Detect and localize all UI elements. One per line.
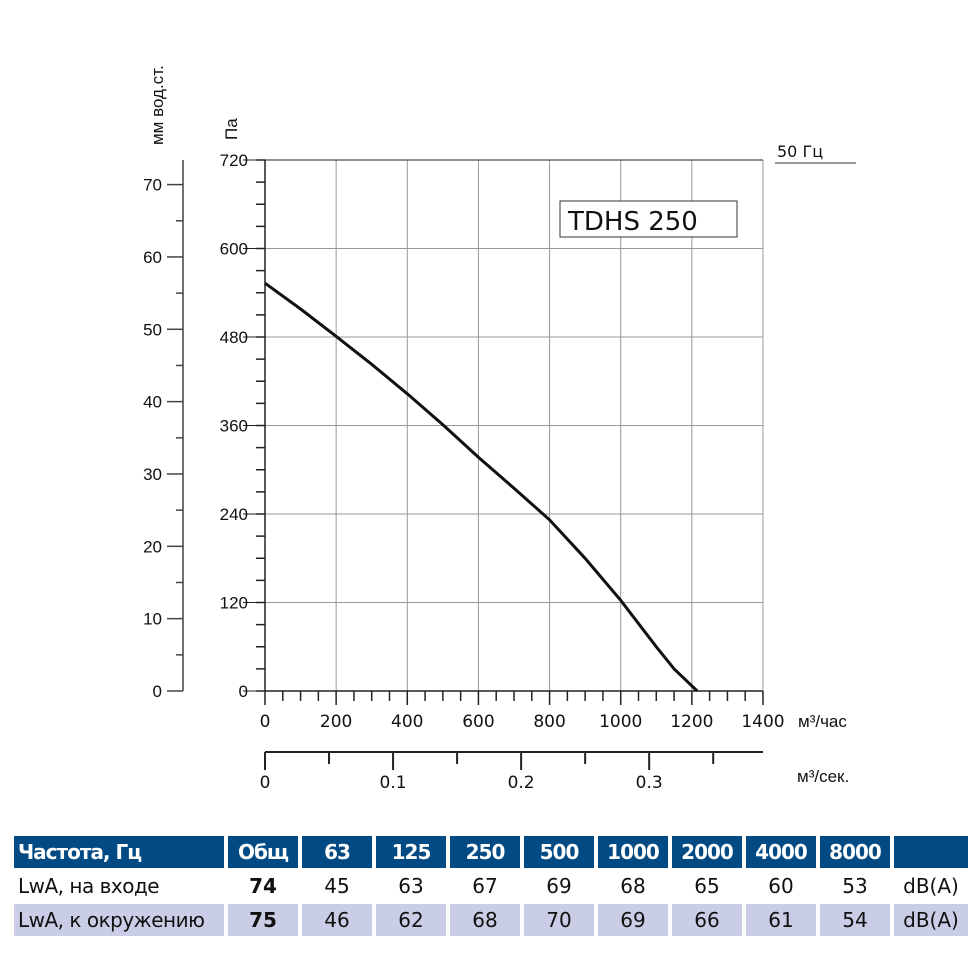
value-cell: 70 [524,904,594,936]
y-tick-label: 360 [220,417,248,436]
row-label: LwA, к окружению [14,904,224,936]
value-cell: 69 [598,904,668,936]
value-cell: 68 [450,904,520,936]
y-tick-label: 720 [220,151,248,170]
header-cell: 125 [376,836,446,868]
y2-tick-label: 30 [143,465,162,484]
y-tick-label: 120 [220,594,248,613]
value-cell: 46 [302,904,372,936]
x2-tick-label: 0 [260,773,271,793]
table-header: Частота, Гц Общ 63 125 250 500 1000 2000 4000 800… [14,836,968,868]
value-cell: 65 [694,874,720,898]
y-axis-label: Па [222,118,241,140]
y-tick-label: 600 [220,240,248,259]
y2-tick-label: 40 [143,393,162,412]
header-cell: 500 [524,836,594,868]
x-tick-label: 1200 [670,712,713,732]
y-tick-label: 0 [239,682,248,701]
total-cell: 74 [249,874,277,898]
y2-tick-label: 50 [143,320,162,339]
value-cell: 67 [472,874,498,898]
value-cell: 45 [324,874,350,898]
x-tick-label: 800 [533,712,565,732]
unit-cell: dB(A) [894,904,968,936]
header-cell: 1000 [598,836,668,868]
y-tick-label: 480 [220,328,248,347]
header-cell: 4000 [746,836,816,868]
series-line [264,281,699,693]
header-cell [894,836,968,868]
value-cell: 66 [672,904,742,936]
value-cell: 61 [746,904,816,936]
value-cell: 53 [842,874,868,898]
x-tick-label: 1000 [599,712,642,732]
y2-tick-label: 20 [143,537,162,556]
x2-tick-label: 0.3 [636,773,663,793]
header-cell: Частота, Гц [14,836,224,868]
grid [264,159,764,692]
total-cell: 75 [228,904,298,936]
x-tick-label: 200 [320,712,352,732]
x-tick-label: 0 [260,712,271,732]
title-box [559,200,738,238]
x-tick-label: 1400 [741,712,784,732]
x2-axis-label: м³/сек. [797,767,849,786]
header-cell: 250 [450,836,520,868]
unit-cell: dB(A) [903,874,959,898]
header-cell: 63 [302,836,372,868]
value-cell: 69 [546,874,572,898]
x-axis-label: м³/час [798,712,847,731]
y2-tick-label: 0 [153,682,162,701]
y2-tick-label: 10 [143,610,162,629]
frequency-annotation: 50 Гц [777,142,823,161]
header-cell: Общ [228,836,298,868]
x-tick-label: 600 [462,712,494,732]
x-tick-label: 400 [391,712,423,732]
header-cell: 8000 [820,836,890,868]
header-cell: 2000 [672,836,742,868]
x2-tick-label: 0.2 [508,773,535,793]
row-label: LwA, на входе [18,874,160,898]
value-cell: 60 [768,874,794,898]
sound-table: Частота, Гц Общ 63 125 250 500 1000 2000 4000 800… [10,834,972,938]
y2-tick-label: 70 [143,176,162,195]
y-tick-label: 240 [220,505,248,524]
x2-tick-label: 0.1 [380,773,407,793]
y2-axis-label: мм вод.ст. [148,65,167,145]
table-row: LwA, к окружению 75 46 62 68 70 69 66 61 54 dB(A) [14,904,968,936]
chart-title: TDHS 250 [567,207,698,237]
value-cell: 62 [376,904,446,936]
value-cell: 68 [620,874,646,898]
value-cell: 63 [398,874,424,898]
y2-tick-label: 60 [143,248,162,267]
table-row: LwA, на входе 74 45 63 67 69 68 65 60 53 dB(A) [14,870,968,902]
value-cell: 54 [820,904,890,936]
